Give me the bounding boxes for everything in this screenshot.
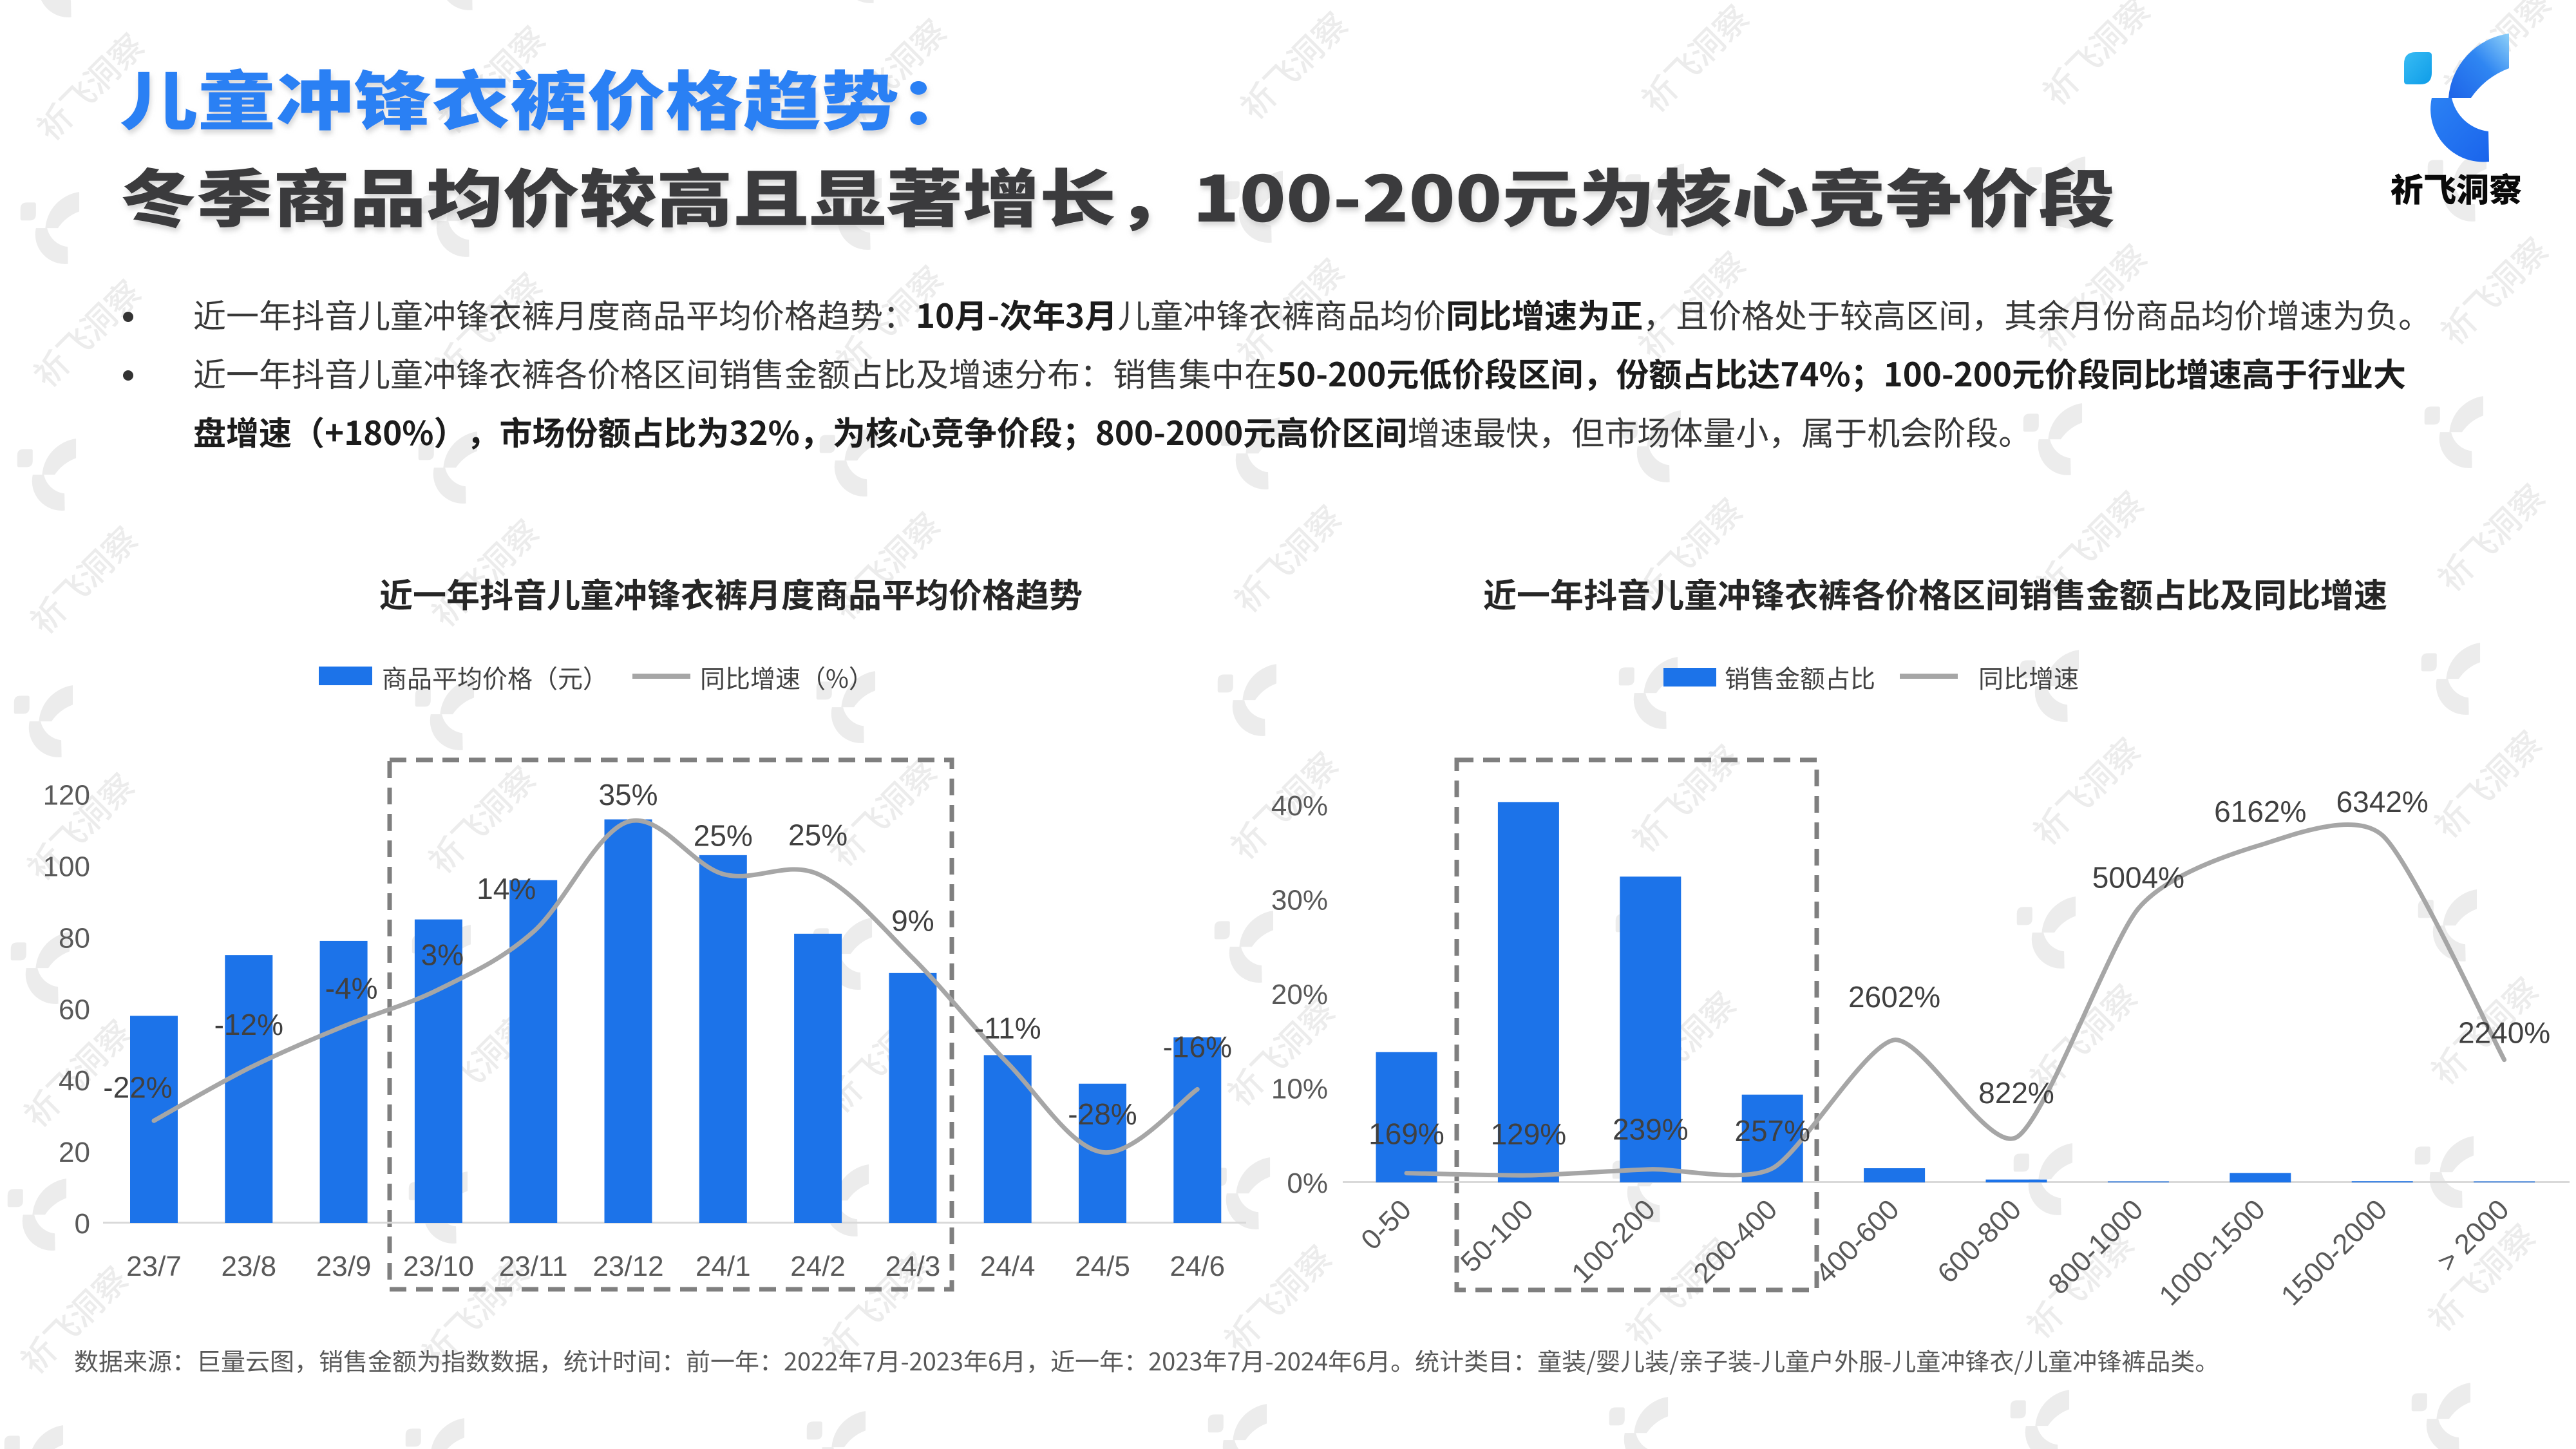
svg-text:120: 120 <box>43 780 90 811</box>
svg-text:20%: 20% <box>1271 979 1328 1010</box>
svg-text:129%: 129% <box>1491 1117 1567 1151</box>
svg-text:24/6: 24/6 <box>1170 1251 1225 1282</box>
svg-text:0: 0 <box>75 1208 90 1240</box>
svg-text:-28%: -28% <box>1068 1097 1137 1131</box>
svg-text:3%: 3% <box>421 938 464 972</box>
svg-text:6162%: 6162% <box>2214 795 2306 828</box>
svg-text:80: 80 <box>59 922 90 954</box>
svg-text:2602%: 2602% <box>1848 980 1940 1014</box>
svg-text:23/7: 23/7 <box>126 1251 182 1282</box>
svg-text:257%: 257% <box>1734 1114 1810 1148</box>
svg-text:35%: 35% <box>598 778 658 811</box>
svg-text:-11%: -11% <box>974 1012 1041 1045</box>
svg-text:-4%: -4% <box>325 972 378 1005</box>
svg-text:-12%: -12% <box>214 1008 283 1041</box>
svg-text:0%: 0% <box>1287 1168 1328 1199</box>
svg-text:2240%: 2240% <box>2458 1016 2550 1050</box>
svg-text:24/2: 24/2 <box>790 1251 846 1282</box>
svg-text:25%: 25% <box>788 818 848 851</box>
svg-text:169%: 169% <box>1368 1117 1444 1151</box>
svg-text:23/10: 23/10 <box>403 1251 474 1282</box>
svg-text:60: 60 <box>59 994 90 1025</box>
svg-text:23/11: 23/11 <box>499 1251 568 1282</box>
svg-text:14%: 14% <box>477 872 536 905</box>
svg-text:100: 100 <box>43 851 90 883</box>
svg-text:6342%: 6342% <box>2336 785 2429 819</box>
svg-text:10%: 10% <box>1271 1073 1328 1104</box>
svg-text:25%: 25% <box>694 819 753 852</box>
svg-text:40: 40 <box>59 1065 90 1097</box>
svg-text:-16%: -16% <box>1163 1030 1232 1063</box>
svg-text:30%: 30% <box>1271 884 1328 916</box>
svg-text:5004%: 5004% <box>2092 861 2184 895</box>
svg-text:9%: 9% <box>891 904 934 938</box>
svg-text:24/3: 24/3 <box>886 1251 941 1282</box>
svg-text:24/1: 24/1 <box>696 1251 751 1282</box>
svg-text:822%: 822% <box>1978 1076 2054 1110</box>
svg-text:239%: 239% <box>1613 1113 1689 1146</box>
svg-text:40%: 40% <box>1271 790 1328 822</box>
svg-text:24/4: 24/4 <box>980 1251 1036 1282</box>
svg-text:23/12: 23/12 <box>592 1251 663 1282</box>
svg-text:23/8: 23/8 <box>221 1251 276 1282</box>
svg-text:24/5: 24/5 <box>1075 1251 1130 1282</box>
svg-text:20: 20 <box>59 1137 90 1168</box>
svg-text:-22%: -22% <box>103 1070 172 1104</box>
svg-text:23/9: 23/9 <box>316 1251 372 1282</box>
